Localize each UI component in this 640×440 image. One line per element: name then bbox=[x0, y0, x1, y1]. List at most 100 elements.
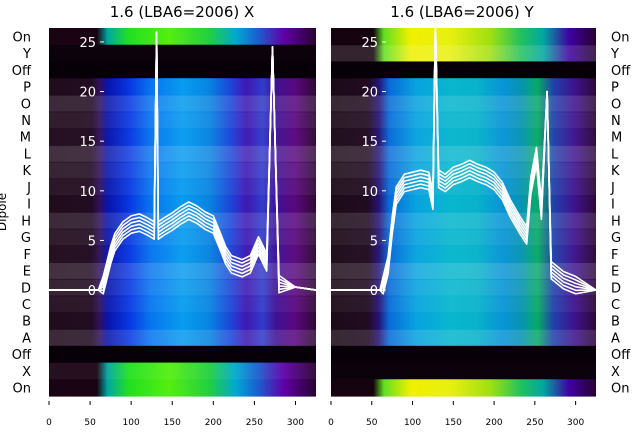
heatmap-row-h bbox=[49, 212, 316, 230]
heatmap-row-e bbox=[331, 262, 596, 280]
x-tick-label: 50 bbox=[366, 418, 378, 428]
heatmap-row-i bbox=[49, 195, 316, 213]
row-label-left: P bbox=[23, 81, 31, 96]
row-label-left: N bbox=[21, 114, 31, 129]
heatmap-row-on bbox=[331, 379, 596, 397]
x-tick-label: 100 bbox=[404, 418, 421, 428]
heatmap-row-p bbox=[49, 78, 316, 96]
heatmap-row-a bbox=[331, 329, 596, 347]
x-tick-label: 50 bbox=[84, 418, 96, 428]
row-label-left: Off bbox=[12, 348, 32, 363]
row-label-right: P bbox=[611, 81, 619, 96]
y-tick-label: 10 bbox=[361, 185, 378, 200]
x-tick-label: 200 bbox=[205, 418, 222, 428]
heatmap-row-on bbox=[49, 379, 316, 397]
heatmap-row-c bbox=[331, 295, 596, 313]
heatmap-row-off bbox=[331, 61, 596, 79]
row-label-left: B bbox=[22, 315, 31, 330]
row-label-left: O bbox=[21, 97, 31, 112]
y-tick-label: 20 bbox=[361, 86, 378, 101]
panel-title-x: 1.6 (LBA6=2006) X bbox=[110, 3, 255, 21]
row-label-right: X bbox=[611, 365, 620, 380]
heatmap-row-p bbox=[331, 78, 596, 96]
x-tick-label: 250 bbox=[246, 418, 263, 428]
y-tick-label: 0 bbox=[370, 284, 378, 299]
row-label-right: B bbox=[611, 315, 620, 330]
heatmap-row-off bbox=[49, 61, 316, 79]
row-label-left: K bbox=[22, 164, 31, 179]
row-label-right: N bbox=[611, 114, 621, 129]
heatmap-row-o bbox=[331, 94, 596, 113]
heatmap-row-y bbox=[49, 44, 316, 63]
row-label-left: G bbox=[21, 231, 31, 246]
y-tick-label: 25 bbox=[361, 36, 378, 51]
heatmap-row-g bbox=[331, 228, 596, 247]
heatmap-row-off bbox=[49, 345, 316, 364]
heatmap-row-f bbox=[331, 245, 596, 263]
dipole-trace bbox=[49, 31, 317, 291]
row-label-right: C bbox=[611, 298, 620, 313]
x-tick-label: 100 bbox=[123, 418, 140, 428]
x-tick-label: 150 bbox=[445, 418, 462, 428]
row-label-left: C bbox=[22, 298, 31, 313]
row-label-right: D bbox=[611, 281, 621, 296]
row-label-right: I bbox=[611, 198, 615, 213]
y-tick-label: 5 bbox=[88, 234, 96, 249]
dipole-trace bbox=[49, 31, 317, 291]
heatmap-row-d bbox=[331, 278, 596, 297]
row-label-right: Off bbox=[611, 64, 631, 79]
panel-x: 0 5 10 15 20 25 bbox=[49, 28, 317, 397]
row-label-right: E bbox=[611, 265, 619, 280]
row-label-right: O bbox=[611, 97, 621, 112]
heatmap-row-x bbox=[331, 362, 596, 380]
y-tick-label: 20 bbox=[79, 86, 96, 101]
y-tick-label: 15 bbox=[361, 135, 378, 150]
heatmap-row-off bbox=[331, 345, 596, 364]
heatmap-row-on bbox=[49, 28, 316, 46]
x-tick-label: 250 bbox=[526, 418, 543, 428]
row-label-left: On bbox=[13, 30, 31, 45]
x-tick-label: 300 bbox=[287, 418, 304, 428]
row-label-left: Y bbox=[22, 47, 31, 62]
x-tick-label: 300 bbox=[567, 418, 584, 428]
y-tick-label: 5 bbox=[370, 234, 378, 249]
dipole-trace bbox=[331, 21, 597, 291]
y-tick-label: 15 bbox=[79, 135, 96, 150]
heatmap-row-o bbox=[49, 94, 316, 113]
heatmap-row-m bbox=[49, 128, 316, 146]
heatmap-row-e bbox=[49, 262, 316, 280]
row-label-right: Y bbox=[610, 47, 619, 62]
y-axis-label: Dipole bbox=[0, 193, 9, 231]
row-label-left: F bbox=[24, 248, 31, 263]
heatmap-row-n bbox=[49, 111, 316, 129]
dipole-trace bbox=[49, 31, 317, 295]
heatmap-row-n bbox=[331, 111, 596, 129]
row-label-left: I bbox=[27, 198, 31, 213]
panel-title-y: 1.6 (LBA6=2006) Y bbox=[390, 3, 534, 21]
row-label-right: Off bbox=[611, 348, 631, 363]
dipole-trace bbox=[49, 31, 317, 291]
row-label-right: F bbox=[611, 248, 618, 263]
x-tick-label: 0 bbox=[328, 418, 334, 428]
heatmap-row-l bbox=[49, 145, 316, 163]
row-label-left: E bbox=[23, 265, 31, 280]
row-label-right: L bbox=[611, 147, 619, 162]
heatmap-row-b bbox=[49, 312, 316, 330]
row-label-right: G bbox=[611, 231, 621, 246]
row-label-left: J bbox=[26, 181, 31, 196]
dipole-trace bbox=[49, 31, 317, 292]
heatmap-row-b bbox=[331, 312, 596, 330]
heatmap-row-a bbox=[49, 329, 316, 347]
row-label-left: On bbox=[13, 382, 31, 397]
heatmap-row-h bbox=[331, 212, 596, 230]
heatmap-row-x bbox=[49, 362, 316, 380]
row-label-left: H bbox=[21, 214, 31, 229]
heatmap-row-on bbox=[331, 28, 596, 46]
heatmap-row-l bbox=[331, 145, 596, 163]
y-tick-label: 10 bbox=[79, 185, 96, 200]
heatmap-row-c bbox=[49, 295, 316, 313]
row-label-right: M bbox=[611, 131, 622, 146]
x-tick-label: 150 bbox=[164, 418, 181, 428]
x-tick-label: 200 bbox=[485, 418, 502, 428]
heatmap-row-d bbox=[49, 278, 316, 297]
